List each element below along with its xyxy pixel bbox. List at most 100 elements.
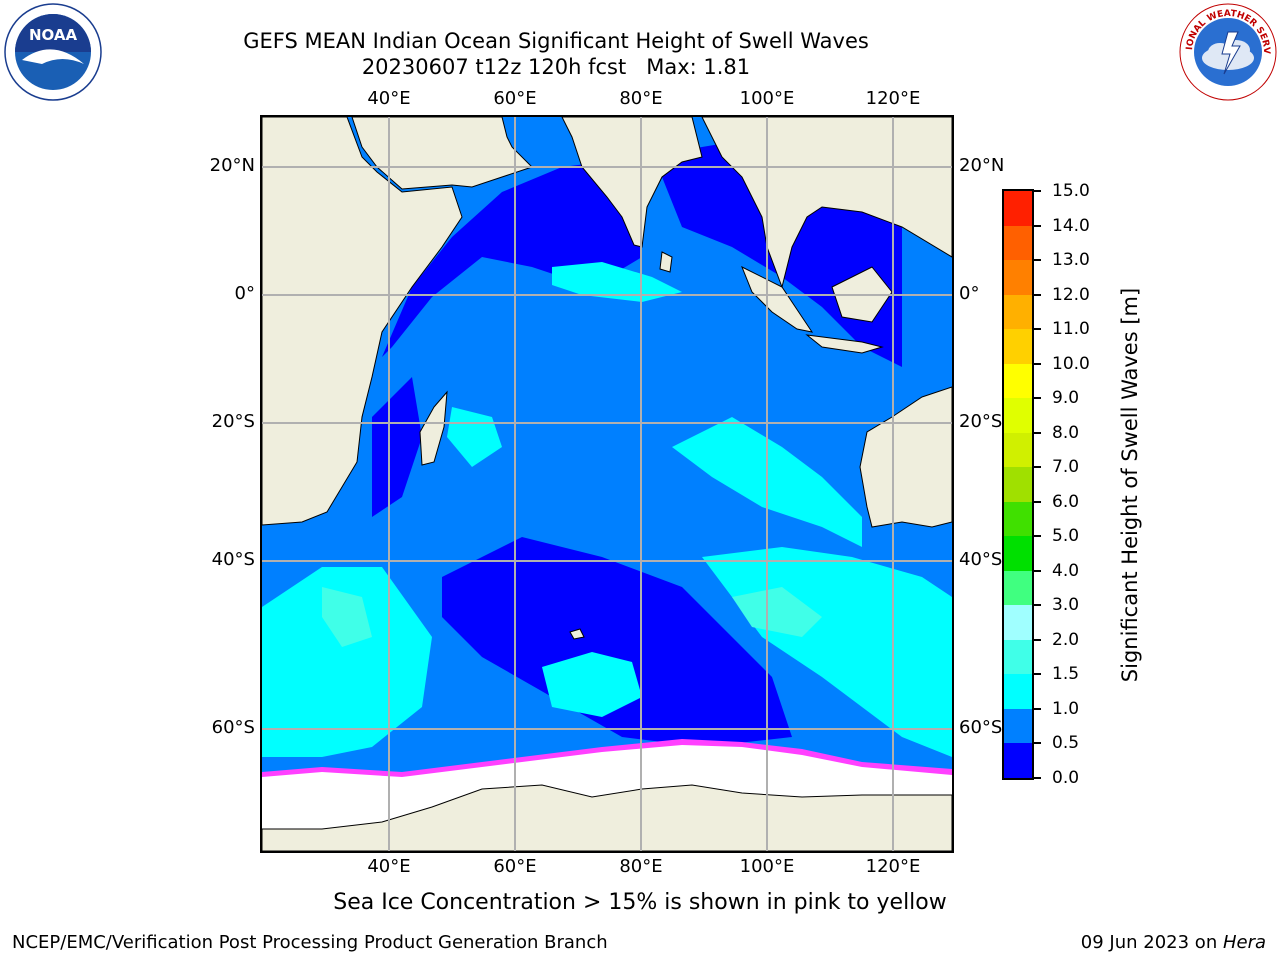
colorbar-tick-label: 7.0 [1052,457,1080,478]
colorbar-tick-mark [1034,293,1041,296]
colorbar-tick-label: 1.0 [1052,698,1080,719]
colorbar-tick-label: 13.0 [1052,250,1090,271]
y-tick-right-label: 0° [959,283,980,304]
colorbar-segment [1004,294,1032,330]
noaa-logo-text: NOAA [29,26,78,44]
colorbar-tick-label: 14.0 [1052,215,1090,236]
y-tick-right-label: 20°S [959,411,1003,432]
colorbar-tick-mark [1034,500,1041,503]
colorbar-tick-label: 9.0 [1052,388,1080,409]
colorbar-segment [1004,432,1032,468]
colorbar [1002,189,1034,780]
colorbar-segment [1004,466,1032,502]
colorbar-segment [1004,397,1032,433]
colorbar-tick-label: 11.0 [1052,319,1090,340]
colorbar-segment [1004,191,1032,226]
x-tick-bottom-label: 100°E [739,856,795,877]
x-tick-top-label: 100°E [739,88,795,109]
colorbar-segment [1004,604,1032,640]
x-tick-bottom-label: 120°E [865,856,921,877]
sea-ice-caption: Sea Ice Concentration > 15% is shown in … [333,890,947,915]
colorbar-segment [1004,259,1032,295]
colorbar-tick-mark [1034,431,1041,434]
chart-subtitle: 20230607 t12z 120h fcst Max: 1.81 [361,55,751,79]
footer-credit: NCEP/EMC/Verification Post Processing Pr… [12,932,608,953]
y-tick-left-label: 20°N [209,155,255,176]
land-sri-lanka [659,251,673,273]
swell-region-low-west-coast [372,377,422,517]
colorbar-tick-label: 1.5 [1052,664,1080,685]
colorbar-segment [1004,535,1032,571]
colorbar-tick-label: 2.0 [1052,629,1080,650]
colorbar-tick-mark [1034,535,1041,538]
footer-date: 09 Jun 2023 on Hera [1081,932,1266,953]
colorbar-segment [1004,363,1032,399]
wave-height-map [262,117,952,851]
land-arabia [351,117,533,190]
swell-region-high-patch [322,587,372,647]
x-tick-top-label: 40°E [367,88,411,109]
colorbar-tick-mark [1034,638,1041,641]
colorbar-tick-mark [1034,707,1041,710]
colorbar-tick-label: 15.0 [1052,181,1090,201]
swell-region-low-southern [442,537,792,747]
colorbar-tick-mark [1034,259,1041,262]
y-tick-right-label: 60°S [959,717,1003,738]
y-tick-left-label: 40°S [211,549,255,570]
swell-region-mod-south-center [542,652,642,717]
colorbar-tick-mark [1034,742,1041,745]
land-java [805,334,884,354]
land-antarctica [262,784,952,851]
colorbar-label: Significant Height of Swell Waves [m] [1118,287,1142,683]
colorbar-segment [1004,673,1032,709]
colorbar-tick-mark [1034,466,1041,469]
colorbar-tick-label: 5.0 [1052,526,1080,547]
colorbar-tick-label: 4.0 [1052,560,1080,581]
colorbar-tick-label: 12.0 [1052,284,1090,305]
colorbar-tick-label: 6.0 [1052,491,1080,512]
y-tick-right-label: 40°S [959,549,1003,570]
colorbar-tick-label: 3.0 [1052,595,1080,616]
x-tick-top-label: 60°E [493,88,537,109]
colorbar-tick-mark [1034,362,1041,365]
colorbar-tick-mark [1034,569,1041,572]
y-tick-right-label: 20°N [959,155,1005,176]
footer-date-text: 09 Jun 2023 on [1080,932,1223,953]
land-kerguelen [569,628,585,640]
colorbar-tick-label: 10.0 [1052,353,1090,374]
colorbar-tick-mark [1034,777,1041,779]
swell-region-low-arabian-sea [382,157,642,357]
x-tick-top-label: 80°E [619,88,663,109]
colorbar-tick-mark [1034,604,1041,607]
colorbar-tick-mark [1034,397,1041,400]
colorbar-segment [1004,328,1032,364]
colorbar-segment [1004,708,1032,744]
footer-machine: Hera [1222,932,1266,953]
land-southeast-asia [701,117,952,289]
colorbar-tick-mark [1034,224,1041,227]
y-tick-left-label: 0° [234,283,255,304]
land-madagascar [419,390,448,466]
colorbar-tick-mark [1034,328,1041,331]
swell-region-mod-central [552,262,682,302]
map-gridlines [262,117,952,851]
colorbar-tick-mark [1034,190,1041,192]
x-tick-bottom-label: 60°E [493,856,537,877]
chart-title: GEFS MEAN Indian Ocean Significant Heigh… [243,29,869,53]
x-tick-bottom-label: 80°E [619,856,663,877]
colorbar-segment [1004,639,1032,675]
nws-logo: NATIONAL WEATHER SERVICE [1178,2,1277,101]
noaa-logo: NOAA [4,3,102,101]
colorbar-tick-label: 0.5 [1052,733,1080,754]
colorbar-tick-label: 8.0 [1052,422,1080,443]
y-tick-left-label: 60°S [211,717,255,738]
colorbar-segment [1004,501,1032,537]
x-tick-bottom-label: 40°E [367,856,411,877]
colorbar-segment [1004,570,1032,606]
colorbar-tick-mark [1034,673,1041,676]
swell-region-high-patch-2 [732,587,822,637]
colorbar-segment [1004,742,1032,778]
map-panel [260,115,954,853]
y-tick-left-label: 20°S [211,411,255,432]
colorbar-segment [1004,225,1032,261]
